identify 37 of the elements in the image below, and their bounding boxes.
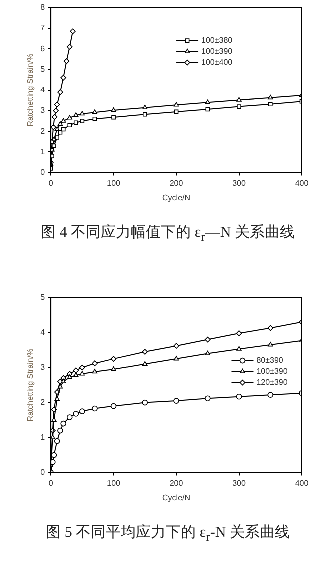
caption: 图 5 不同平均应力下的 ε$_{r}$-N 关系曲线 — [45, 523, 291, 545]
y-tick-label: 3 — [40, 363, 46, 372]
x-tick-label: 400 — [295, 178, 310, 188]
x-axis-title: Cycle/N — [162, 493, 191, 502]
x-tick-label: 200 — [170, 178, 184, 188]
y-tick-label: 7 — [40, 24, 46, 33]
x-tick-label: 100 — [107, 178, 122, 188]
y-tick-label: 1 — [40, 433, 46, 442]
y-axis-title: Ratchetting Strain/% — [26, 54, 36, 127]
y-axis-title: Ratchetting Strain/% — [26, 348, 36, 422]
y-tick-label: 0 — [40, 468, 46, 478]
caption: 图 4 不同应力幅值下的 ε$_{r}$—N 关系曲线 — [40, 223, 296, 245]
y-tick-label: 5 — [40, 64, 46, 74]
x-tick-label: 400 — [295, 478, 310, 488]
x-tick-label: 0 — [48, 178, 54, 188]
y-tick-label: 3 — [40, 106, 46, 116]
y-tick-label: 2 — [40, 126, 46, 136]
x-axis-title: Cycle/N — [162, 193, 191, 202]
x-tick-label: 300 — [232, 178, 246, 188]
y-tick-label: 0 — [40, 168, 46, 178]
legend-label: 100±380 — [202, 36, 234, 46]
y-tick-label: 4 — [40, 86, 46, 95]
legend-label: 100±390 — [256, 367, 288, 376]
x-tick-label: 0 — [48, 478, 54, 488]
y-tick-label: 1 — [40, 147, 46, 156]
x-tick-label: 300 — [232, 478, 246, 488]
legend-label: 120±390 — [256, 378, 288, 388]
x-tick-label: 200 — [170, 478, 184, 488]
legend-label: 100±390 — [202, 47, 234, 56]
x-tick-label: 100 — [107, 478, 122, 488]
y-tick-label: 8 — [40, 3, 46, 12]
y-tick-label: 5 — [40, 293, 46, 302]
legend-label: 100±400 — [202, 58, 234, 68]
y-tick-label: 6 — [40, 44, 46, 54]
legend-label: 80±390 — [256, 356, 284, 366]
y-tick-label: 4 — [40, 328, 46, 338]
y-tick-label: 2 — [40, 398, 46, 408]
